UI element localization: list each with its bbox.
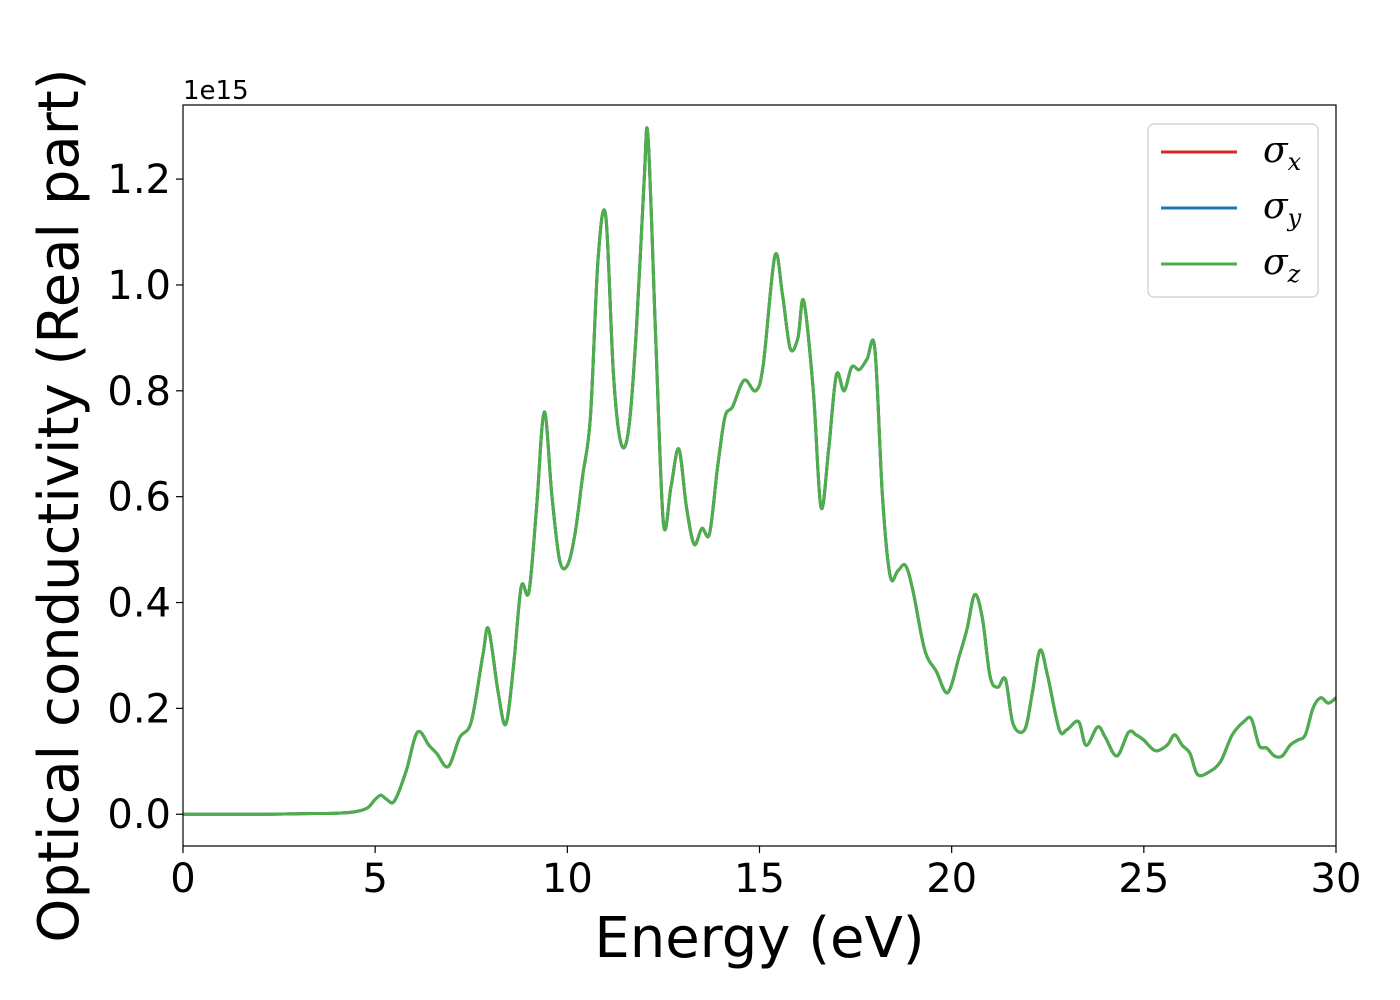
legend-entry-label: σz xyxy=(1263,242,1301,288)
x-tick-label: 5 xyxy=(362,856,387,902)
x-tick-label: 10 xyxy=(542,856,593,902)
y-axis: 0.0 0.2 0.4 0.6 0.8 1.0 1.2 xyxy=(107,157,183,838)
legend-symbol: σ xyxy=(1263,242,1289,283)
series-layer xyxy=(183,126,1337,816)
y-tick-label: 0.6 xyxy=(107,475,171,521)
y-tick-label: 1.2 xyxy=(107,157,171,203)
legend-subscript: z xyxy=(1287,260,1301,288)
y-tick-label: 0.4 xyxy=(107,581,171,627)
x-axis-title: Energy (eV) xyxy=(594,906,924,971)
legend-subscript: y xyxy=(1287,204,1302,232)
legend-entry-label: σy xyxy=(1263,186,1302,232)
y-tick-label: 1.0 xyxy=(107,263,171,309)
legend-subscript: x xyxy=(1288,148,1302,176)
legend-symbol: σ xyxy=(1263,186,1289,227)
x-tick-label: 30 xyxy=(1311,856,1362,902)
x-axis: 0 5 10 15 20 25 30 xyxy=(170,846,1361,902)
x-tick-label: 15 xyxy=(734,856,785,902)
y-tick-label: 0.8 xyxy=(107,369,171,415)
legend-symbol: σ xyxy=(1263,130,1289,171)
y-axis-title: Optical conductivity (Real part) xyxy=(27,68,92,942)
x-tick-label: 20 xyxy=(926,856,977,902)
y-tick-label: 0.2 xyxy=(107,686,171,732)
y-tick-label: 0.0 xyxy=(107,792,171,838)
legend-box xyxy=(1147,123,1319,298)
x-tick-label: 25 xyxy=(1118,856,1169,902)
legend-entry-label: σx xyxy=(1263,130,1302,176)
y-offset-text: 1e15 xyxy=(183,76,249,106)
series-line-z xyxy=(183,126,1337,816)
x-tick-label: 0 xyxy=(170,856,195,902)
